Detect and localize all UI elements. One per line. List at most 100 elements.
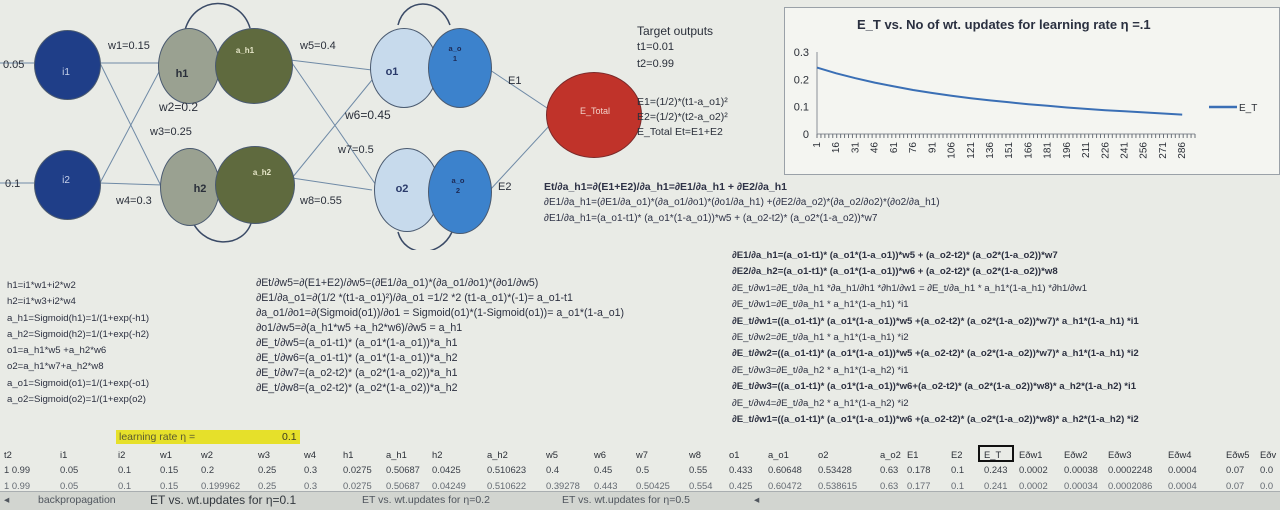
row2-cell[interactable]: 0.443 — [594, 480, 618, 491]
row1-cell[interactable]: 0.510623 — [487, 464, 527, 475]
header-cell[interactable]: a_o1 — [768, 449, 789, 460]
row2-cell[interactable]: 0.0002 — [1019, 480, 1048, 491]
row2-cell[interactable]: 0.25 — [258, 480, 277, 491]
row1-cell[interactable]: 0.07 — [1226, 464, 1245, 475]
tab-et-lr-0-2[interactable]: ET vs. wt.updates for η=0.2 — [362, 494, 490, 506]
row2-cell[interactable]: 0.60472 — [768, 480, 802, 491]
header-cell[interactable]: w7 — [636, 449, 648, 460]
row2-cell[interactable]: 0.63 — [880, 480, 899, 491]
row2-cell[interactable]: 0.0004 — [1168, 480, 1197, 491]
row2-cell[interactable]: 0.39278 — [546, 480, 580, 491]
header-cell[interactable]: E2 — [951, 449, 963, 460]
header-cell[interactable]: w5 — [546, 449, 558, 460]
row1-cell[interactable]: 0.0425 — [432, 464, 461, 475]
tab-et-lr-0-5[interactable]: ET vs. wt.updates for η=0.5 — [562, 494, 690, 506]
row2-cell[interactable]: 0.538615 — [818, 480, 858, 491]
row2-cell[interactable]: 0.07 — [1226, 480, 1245, 491]
header-cell[interactable]: w8 — [689, 449, 701, 460]
row1-cell[interactable]: 0.433 — [729, 464, 753, 475]
row2-cell[interactable]: 0.50425 — [636, 480, 670, 491]
header-cell[interactable]: a_o2 — [880, 449, 901, 460]
error-chart[interactable]: E_T vs. No of wt. updates for learning r… — [784, 7, 1280, 175]
row2-cell[interactable]: 0.177 — [907, 480, 931, 491]
row1-cell[interactable]: 0.243 — [984, 464, 1008, 475]
row1-cell[interactable]: 0.178 — [907, 464, 931, 475]
row2-cell[interactable]: 0.199962 — [201, 480, 241, 491]
header-cell[interactable]: E1 — [907, 449, 919, 460]
row2-cell[interactable]: 0.510622 — [487, 480, 527, 491]
header-cell[interactable]: o2 — [818, 449, 829, 460]
row1-cell[interactable]: 0.15 — [160, 464, 179, 475]
row2-cell[interactable]: 0.0002086 — [1108, 480, 1153, 491]
row1-cell[interactable]: 0.63 — [880, 464, 899, 475]
header-cell[interactable]: t2 — [4, 449, 12, 460]
learning-rate-cell[interactable] — [116, 430, 300, 444]
header-cell[interactable]: i2 — [118, 449, 126, 460]
header-cell[interactable]: Eðw1 — [1019, 449, 1043, 460]
row2-cell[interactable]: 0.1 — [118, 480, 132, 491]
header-cell[interactable]: w6 — [594, 449, 606, 460]
row1-cell[interactable]: 1 0.99 — [4, 464, 31, 475]
selected-cell-outline[interactable] — [978, 445, 1014, 462]
header-cell[interactable]: E_T — [984, 449, 1002, 460]
header-cell[interactable]: w2 — [201, 449, 213, 460]
row1-cell[interactable]: 0.0004 — [1168, 464, 1197, 475]
row2-cell[interactable]: 0.241 — [984, 480, 1008, 491]
header-cell[interactable]: Eðw5 — [1226, 449, 1250, 460]
row2-cell[interactable]: 0.3 — [304, 480, 318, 491]
header-cell[interactable]: h2 — [432, 449, 443, 460]
row1-cell[interactable]: 0.1 — [951, 464, 965, 475]
row2-cell[interactable]: 0.554 — [689, 480, 713, 491]
row2-cell[interactable]: 0.1 — [951, 480, 965, 491]
row1-cell[interactable]: 0.60648 — [768, 464, 802, 475]
header-cell[interactable]: o1 — [729, 449, 740, 460]
eq-h1: h1=i1*w1+i2*w2 — [7, 280, 76, 291]
header-cell[interactable]: w3 — [258, 449, 270, 460]
row1-cell[interactable]: 0.5 — [636, 464, 650, 475]
tab-et-lr-0-1[interactable]: ET vs. wt.updates for η=0.1 — [150, 493, 297, 507]
row1-cell[interactable]: 0.0275 — [343, 464, 372, 475]
row2-cell[interactable]: 1 0.99 — [4, 480, 31, 491]
row1-cell[interactable]: 0.00038 — [1064, 464, 1098, 475]
row1-cell[interactable]: 0.53428 — [818, 464, 852, 475]
y-tick-label: 0 — [803, 129, 809, 141]
header-cell[interactable]: Eðw4 — [1168, 449, 1192, 460]
row1-cell[interactable]: 0.45 — [594, 464, 613, 475]
tab-scroll-icon[interactable]: ◂ — [4, 494, 10, 506]
header-cell[interactable]: w1 — [160, 449, 172, 460]
row2-cell[interactable]: 0.15 — [160, 480, 179, 491]
row1-cell[interactable]: 0.05 — [60, 464, 79, 475]
learning-rate-value[interactable]: 0.1 — [282, 431, 297, 443]
row1-cell[interactable]: 0.3 — [304, 464, 318, 475]
row2-cell[interactable]: 0.0 — [1260, 480, 1274, 491]
row1-cell[interactable]: 0.4 — [546, 464, 560, 475]
header-cell[interactable]: h1 — [343, 449, 354, 460]
header-cell[interactable]: Eðv — [1260, 449, 1277, 460]
row1-cell[interactable]: 0.0002 — [1019, 464, 1048, 475]
row1-cell[interactable]: 0.50687 — [386, 464, 420, 475]
header-cell[interactable]: i1 — [60, 449, 68, 460]
h2-label: h2 — [193, 183, 207, 195]
table-row[interactable]: 1 0.99 0.05 0.1 0.15 0.199962 0.25 0.3 0.0275 0.… — [0, 480, 1280, 493]
row2-cell[interactable]: 0.50687 — [386, 480, 420, 491]
tab-nav-left-icon[interactable]: ◂ — [754, 494, 760, 506]
tab-backpropagation[interactable]: backpropagation — [38, 494, 116, 506]
row2-cell[interactable]: 0.05 — [60, 480, 79, 491]
row1-cell[interactable]: 0.55 — [689, 464, 708, 475]
row1-cell[interactable]: 0.0002248 — [1108, 464, 1153, 475]
row2-cell[interactable]: 0.0275 — [343, 480, 372, 491]
row1-cell[interactable]: 0.25 — [258, 464, 277, 475]
table-row[interactable]: 1 0.99 0.05 0.1 0.15 0.2 0.25 0.3 0.0275 0.50687… — [0, 464, 1280, 477]
header-cell[interactable]: a_h2 — [487, 449, 508, 460]
header-cell[interactable]: a_h1 — [386, 449, 407, 460]
row1-cell[interactable]: 0.1 — [118, 464, 132, 475]
row2-cell[interactable]: 0.04249 — [432, 480, 466, 491]
row1-cell[interactable]: 0.2 — [201, 464, 215, 475]
header-cell[interactable]: w4 — [304, 449, 316, 460]
header-cell[interactable]: Eðw2 — [1064, 449, 1088, 460]
row1-cell[interactable]: 0.0 — [1260, 464, 1274, 475]
row2-cell[interactable]: 0.425 — [729, 480, 753, 491]
e1-equation: E1=(1/2)*(t1-a_o1)² — [637, 96, 728, 108]
header-cell[interactable]: Eðw3 — [1108, 449, 1132, 460]
row2-cell[interactable]: 0.00034 — [1064, 480, 1098, 491]
